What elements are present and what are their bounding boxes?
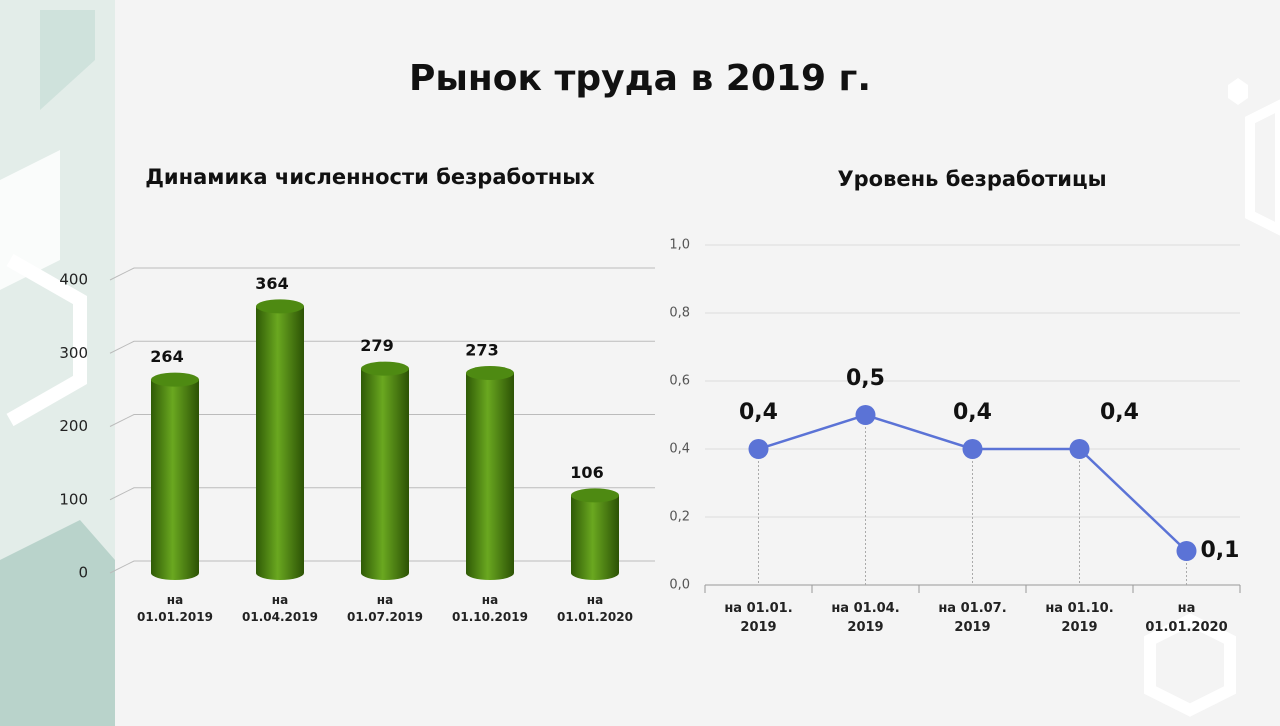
grid-line [109, 267, 655, 281]
y-tick-label: 100 [59, 490, 88, 508]
x-tick-label: на 01.07. 2019 [938, 601, 1007, 635]
chart-title: Уровень безработицы [837, 167, 1106, 191]
point [1176, 541, 1197, 561]
data-label: 106 [570, 463, 603, 482]
point [855, 405, 876, 425]
y-tick-label: 0,6 [669, 374, 690, 389]
data-label: 0,4 [953, 400, 992, 425]
x-tick-label: на 01.10.2019 [452, 593, 528, 625]
y-tick-label: 200 [59, 417, 88, 435]
bar-top [361, 361, 409, 376]
point [962, 439, 983, 459]
bar-top [571, 488, 619, 503]
grid-line [109, 340, 655, 354]
data-label: 364 [255, 274, 288, 293]
x-tick-label: на 01.04. 2019 [831, 601, 900, 635]
chart-title: Динамика численности безработных [145, 165, 595, 189]
y-tick-label: 1,0 [669, 238, 690, 253]
y-tick-label: 0,0 [669, 578, 690, 593]
bar-top [466, 366, 514, 381]
slide-title: Рынок труда в 2019 г. [409, 58, 871, 99]
x-tick-label: на 01.01.2020 [1145, 601, 1228, 635]
x-tick-label: на 01.07.2019 [347, 593, 423, 625]
y-tick-label: 400 [59, 271, 88, 289]
data-label: 264 [150, 347, 183, 366]
y-tick-label: 0,4 [669, 442, 690, 457]
data-label: 0,4 [1100, 400, 1139, 425]
x-tick-label: на 01.01.2019 [137, 593, 213, 625]
bar [151, 379, 199, 580]
bar-top [256, 299, 304, 314]
y-tick-label: 0,2 [669, 510, 690, 525]
data-label: 0,5 [846, 366, 885, 391]
y-tick-label: 0,8 [669, 306, 690, 321]
bar [571, 495, 619, 580]
bar [466, 373, 514, 580]
data-label: 279 [360, 336, 393, 355]
point [1069, 439, 1090, 459]
y-tick-label: 0 [78, 564, 88, 582]
x-tick-label: на 01.01.2020 [557, 593, 633, 625]
point [748, 439, 769, 459]
y-tick-label: 300 [59, 344, 88, 362]
x-tick-label: на 01.10. 2019 [1045, 601, 1114, 635]
x-tick-label: на 01.04.2019 [242, 593, 318, 625]
bar [256, 306, 304, 580]
bar [361, 368, 409, 580]
x-tick-label: на 01.01. 2019 [724, 601, 793, 635]
data-label: 273 [465, 341, 498, 360]
data-label: 0,1 [1201, 538, 1240, 563]
bar-top [151, 372, 199, 387]
data-label: 0,4 [739, 400, 778, 425]
